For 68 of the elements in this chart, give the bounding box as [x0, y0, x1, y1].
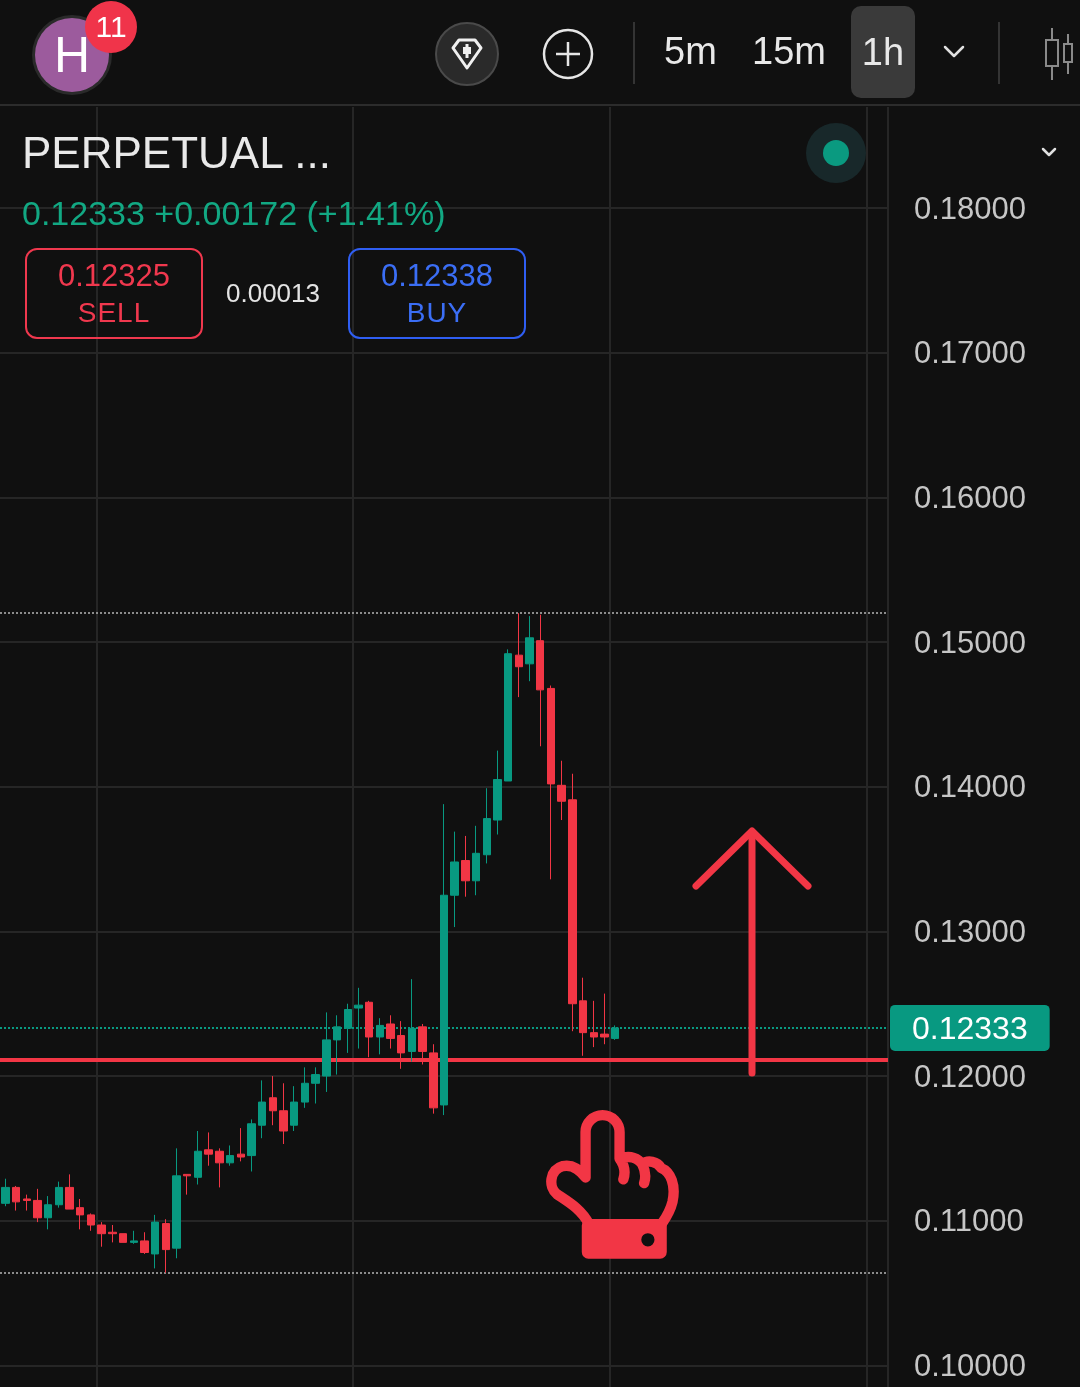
candlestick — [290, 1085, 298, 1132]
y-tick-label: 0.10000 — [914, 1347, 1027, 1383]
candlestick — [108, 1224, 117, 1243]
candlestick — [269, 1075, 277, 1126]
annotation: 0.12325 — [57, 257, 171, 293]
y-tick-label: 0.13000 — [914, 913, 1027, 949]
y-tick-label: 0.16000 — [914, 480, 1027, 516]
candlestick — [1, 1178, 10, 1207]
candlestick — [172, 1147, 181, 1259]
candlestick — [23, 1194, 31, 1212]
candlestick — [204, 1131, 213, 1167]
candlestick — [44, 1195, 52, 1230]
candlestick — [493, 750, 502, 835]
y-tick-label: 0.14000 — [914, 769, 1027, 805]
candlestick — [579, 977, 587, 1057]
candlestick — [504, 648, 512, 782]
candlestick — [162, 1218, 170, 1274]
annotation: SELL — [77, 296, 151, 328]
candlestick — [151, 1214, 159, 1269]
candlestick — [226, 1144, 234, 1167]
annotation: BUY — [406, 296, 468, 328]
candlestick — [279, 1082, 288, 1145]
candlestick — [600, 993, 609, 1045]
y-tick-label: 0.18000 — [914, 190, 1027, 226]
candlestick — [568, 773, 577, 1032]
candlestick — [194, 1130, 202, 1186]
candlestick — [33, 1188, 42, 1223]
y-tick-label: 0.17000 — [914, 335, 1027, 371]
text: 5m — [664, 30, 717, 72]
y-tick-label: 0.11000 — [914, 1203, 1024, 1239]
candlestick — [450, 831, 459, 928]
candlestick — [258, 1079, 266, 1139]
candlestick — [301, 1066, 309, 1109]
candlestick — [97, 1221, 106, 1248]
ref-line-label: 0.12333 — [912, 1009, 1028, 1046]
candlestick — [65, 1173, 74, 1210]
candlestick — [547, 685, 555, 880]
y-tick-label: 0.12000 — [914, 1058, 1027, 1094]
candlestick — [311, 1066, 320, 1105]
candlestick — [536, 614, 544, 747]
candlestick — [237, 1127, 245, 1162]
candlestick — [590, 1000, 598, 1048]
selected-tab: 1h — [851, 6, 915, 98]
candlestick — [483, 787, 491, 864]
text: 15m — [752, 30, 826, 72]
candlestick — [215, 1147, 224, 1188]
candlestick — [247, 1118, 256, 1172]
candlestick — [55, 1181, 63, 1209]
annotation: 0.00013 — [226, 278, 320, 308]
candlestick — [183, 1173, 191, 1196]
y-tick-label: 0.15000 — [914, 624, 1027, 660]
buy-button: 0.12338 BUY — [348, 248, 526, 339]
candlestick — [140, 1231, 149, 1255]
candlestick — [515, 612, 523, 698]
candlestick — [130, 1230, 138, 1245]
annotation: 0.12338 — [380, 257, 494, 293]
candlestick — [76, 1198, 84, 1230]
candlestick — [557, 760, 566, 821]
candlestick — [525, 615, 534, 682]
candlestick — [87, 1212, 95, 1232]
candlestick — [461, 835, 470, 898]
candlestick — [119, 1233, 127, 1243]
text: PERPETUAL ... — [22, 128, 331, 177]
candlestick — [472, 825, 480, 896]
text: 0.12333 +0.00172 (+1.41%) — [22, 194, 446, 232]
candlestick — [386, 1014, 395, 1050]
sell-button: 0.12325 SELL — [25, 248, 203, 339]
candlestick — [12, 1185, 20, 1212]
